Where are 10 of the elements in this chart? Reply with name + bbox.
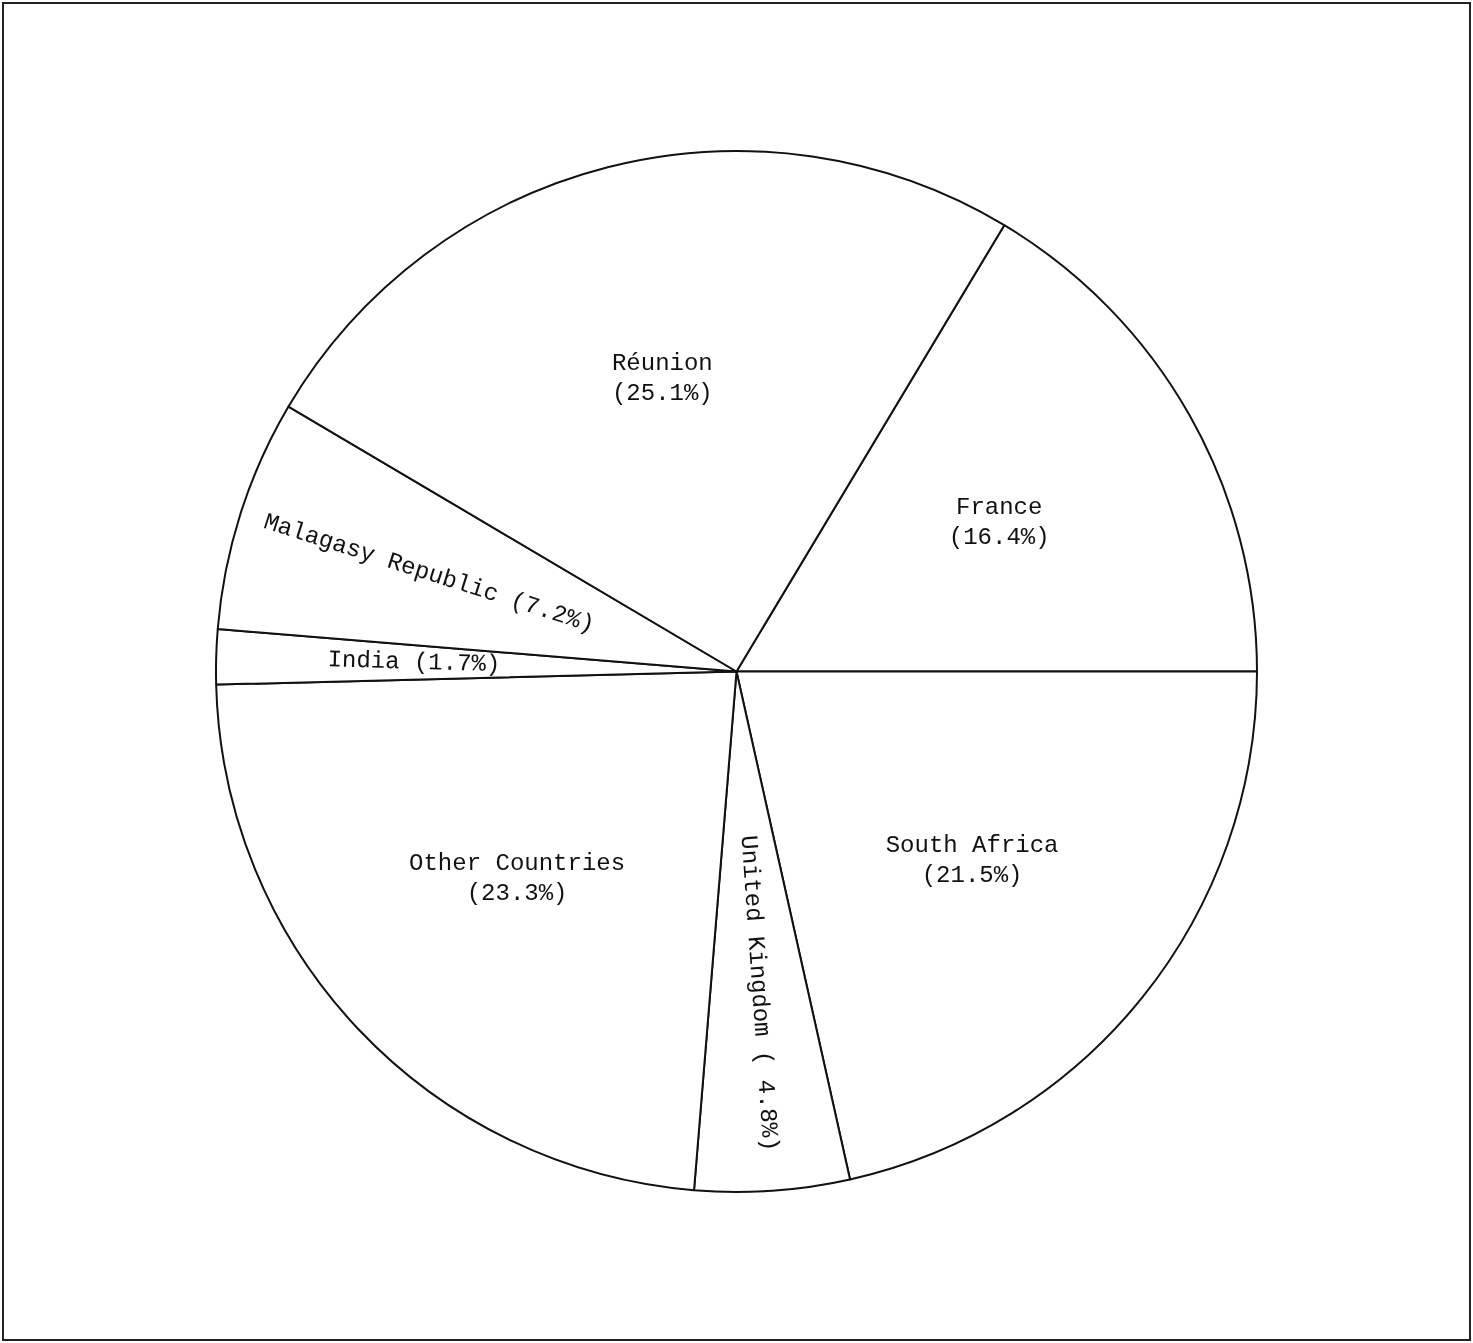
data-label: (25.1%): [611, 380, 713, 408]
slice-label: Other Countries: [409, 850, 626, 878]
slice-label: United Kingdom ( 4.8%): [734, 834, 784, 1153]
slice-label: France: [955, 494, 1043, 522]
slice-label: India (1.7%): [327, 646, 501, 679]
data-label: (23.3%): [466, 880, 568, 908]
data-label: (16.4%): [948, 524, 1050, 552]
slice-label: South Africa: [885, 831, 1059, 859]
data-label: (21.5%): [921, 861, 1023, 889]
slice-label: Réunion: [611, 350, 713, 378]
